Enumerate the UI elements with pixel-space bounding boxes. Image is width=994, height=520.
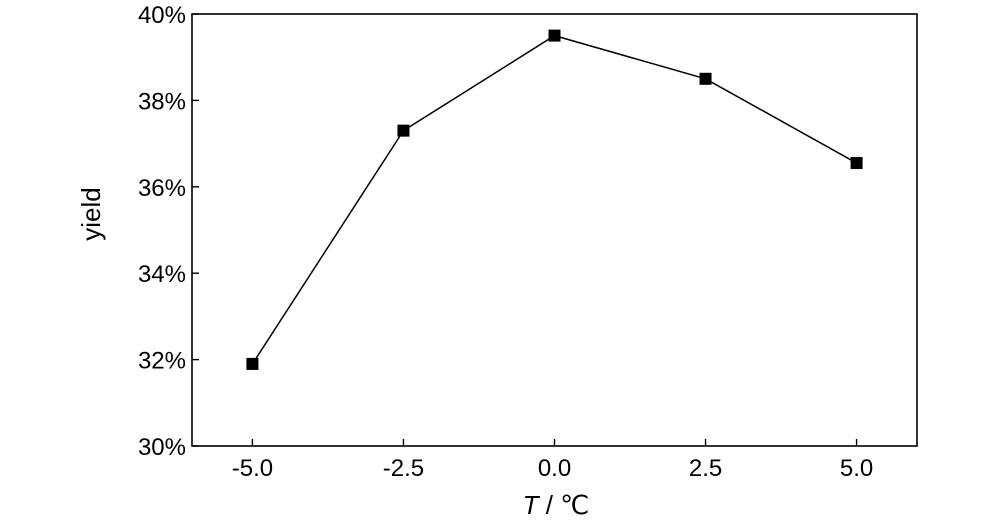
x-tick-label: 2.5 (689, 455, 722, 482)
data-point (850, 157, 863, 170)
series-line (251, 34, 857, 365)
y-tick-label: 40% (138, 2, 186, 29)
data-point (548, 29, 561, 42)
y-tick-label: 32% (138, 348, 186, 375)
x-axis-title: T / ℃ (523, 490, 590, 520)
y-axis-title: yield (76, 187, 106, 240)
data-point (699, 72, 712, 85)
x-tick-label: 0.0 (538, 455, 571, 482)
y-tick-label: 38% (138, 88, 186, 115)
x-axis-ticks: -5.0 -2.5 0.0 2.5 5.0 (232, 439, 873, 482)
x-axis-title-variable: T (523, 490, 541, 520)
x-tick-label: -2.5 (383, 455, 424, 482)
data-point (246, 357, 259, 370)
y-tick-label: 30% (138, 434, 186, 461)
y-axis-ticks: 30% 32% 34% 36% 38% 40% (138, 2, 199, 461)
data-point (397, 124, 410, 137)
x-axis-title-unit: / ℃ (539, 490, 590, 520)
x-tick-label: 5.0 (840, 455, 873, 482)
y-tick-label: 34% (138, 261, 186, 288)
plot-frame (191, 13, 918, 447)
y-tick-label: 36% (138, 175, 186, 202)
data-series (246, 29, 863, 370)
x-tick-label: -5.0 (232, 455, 273, 482)
